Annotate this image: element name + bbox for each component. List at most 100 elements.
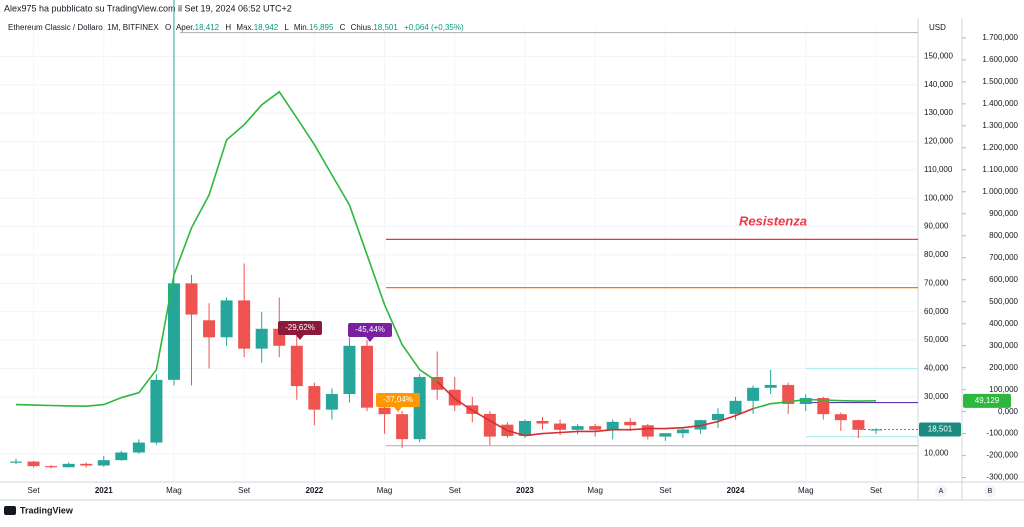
annotation: -45,44% xyxy=(355,325,385,334)
y2-tick-label: -300,000 xyxy=(986,473,1018,482)
x-tick-label: Set xyxy=(449,486,462,495)
annotation-pointer xyxy=(394,407,402,412)
y2-tick-label: 1.500,000 xyxy=(982,77,1018,86)
y2-tick-label: 800,000 xyxy=(989,231,1018,240)
ohlc-label: Aper. xyxy=(176,23,195,32)
y2-tick-label: -200,000 xyxy=(986,451,1018,460)
change: +0,064 (+0,35%) xyxy=(404,23,464,32)
button[interactable] xyxy=(984,485,996,497)
x-tick-label: Mag xyxy=(377,486,393,495)
y-tick-label: 150,000 xyxy=(924,51,953,60)
candle-body xyxy=(325,394,338,410)
y2-tick-label: 1.700,000 xyxy=(982,33,1018,42)
candle-body xyxy=(115,452,128,461)
annotation-box xyxy=(278,321,322,335)
candle-body xyxy=(27,461,40,467)
ohlc-label: Chius. xyxy=(351,23,374,32)
ohlc-value: 18,942 xyxy=(254,23,279,32)
annotation: -29,62% xyxy=(285,323,315,332)
x-tick-label: Set xyxy=(238,486,251,495)
y2-tick-label: 200,000 xyxy=(989,363,1018,372)
candle-body xyxy=(220,300,233,338)
candle-body xyxy=(378,407,391,415)
brand: TradingView xyxy=(20,505,74,515)
candle-body xyxy=(290,345,303,387)
candle-body xyxy=(203,320,216,338)
candle-body xyxy=(150,379,163,443)
button-label[interactable]: B xyxy=(988,488,993,495)
indicator-line xyxy=(752,398,877,410)
annotation-pointer xyxy=(296,335,304,340)
candle-body xyxy=(606,421,619,430)
candle-body xyxy=(747,387,760,401)
y-tick-label: 100,000 xyxy=(924,193,953,202)
y2-tick-label: 0,000 xyxy=(998,407,1019,416)
price-badge-label: 18,501 xyxy=(928,425,953,434)
candle-body xyxy=(554,423,567,430)
y-tick-label: 90,000 xyxy=(924,222,949,231)
y-tick-label: 130,000 xyxy=(924,108,953,117)
button-label[interactable]: A xyxy=(939,488,944,495)
publisher: Alex975 ha pubblicato su TradingView.com… xyxy=(4,3,292,13)
y2-tick-label: 500,000 xyxy=(989,297,1018,306)
ohlc-label: Max. xyxy=(236,23,253,32)
y2-tick-label: 1.300,000 xyxy=(982,121,1018,130)
candle-body xyxy=(80,463,93,466)
candle-body xyxy=(97,460,110,466)
x-tick-label: 2022 xyxy=(305,486,323,495)
y-tick-label: 140,000 xyxy=(924,80,953,89)
candle-body xyxy=(132,442,145,453)
y2-tick-label: 1.100,000 xyxy=(982,165,1018,174)
candle-body xyxy=(589,426,602,430)
y2-tick-label: 700,000 xyxy=(989,253,1018,262)
x-tick-label: Mag xyxy=(587,486,603,495)
candle-body xyxy=(852,420,865,430)
value-badge-label: 49,129 xyxy=(975,396,1000,405)
candle-body xyxy=(869,429,882,431)
ohlc-key: H xyxy=(225,23,231,32)
x-tick-label: Mag xyxy=(166,486,182,495)
candle-body xyxy=(659,433,672,437)
ohlc-key: L xyxy=(284,23,289,32)
symbol: Ethereum Classic / Dollaro, 1M, BITFINEX xyxy=(8,23,159,32)
candle-body xyxy=(571,426,584,430)
ohlc-value: 16,895 xyxy=(309,23,334,32)
candle-body xyxy=(308,386,321,410)
candle-body xyxy=(361,345,373,408)
y-tick-label: 60,000 xyxy=(924,307,949,316)
y2-tick-label: 600,000 xyxy=(989,275,1018,284)
candle-body xyxy=(729,400,742,414)
button[interactable] xyxy=(935,485,947,497)
candle-body xyxy=(10,461,22,463)
candle-body xyxy=(45,466,58,468)
x-tick-label: 2024 xyxy=(727,486,745,495)
y-tick-label: 80,000 xyxy=(924,250,949,259)
x-tick-label: 2023 xyxy=(516,486,534,495)
candle-body xyxy=(483,413,496,437)
annotation-box xyxy=(348,323,392,337)
indicator-line xyxy=(436,381,754,437)
candle-body xyxy=(782,384,795,404)
annotation: -37,04% xyxy=(383,395,413,404)
candle-body xyxy=(185,283,198,315)
ohlc-key: C xyxy=(340,23,346,32)
candle-body xyxy=(712,413,724,421)
ohlc-label: Min. xyxy=(294,23,309,32)
annotation: Resistenza xyxy=(739,213,807,228)
logo xyxy=(4,506,16,515)
candle-body xyxy=(624,421,637,426)
ohlc-value: 18,501 xyxy=(373,23,398,32)
x-tick-label: Set xyxy=(659,486,672,495)
value-badge xyxy=(963,393,1011,408)
y-tick-label: 30,000 xyxy=(924,392,949,401)
grid xyxy=(0,28,918,482)
currency: USD xyxy=(929,23,946,32)
y2-tick-label: 1.200,000 xyxy=(982,143,1018,152)
candle-body xyxy=(641,425,654,437)
y2-tick-label: 300,000 xyxy=(989,341,1018,350)
ohlc-key: O xyxy=(165,23,171,32)
candle-body xyxy=(343,345,356,395)
